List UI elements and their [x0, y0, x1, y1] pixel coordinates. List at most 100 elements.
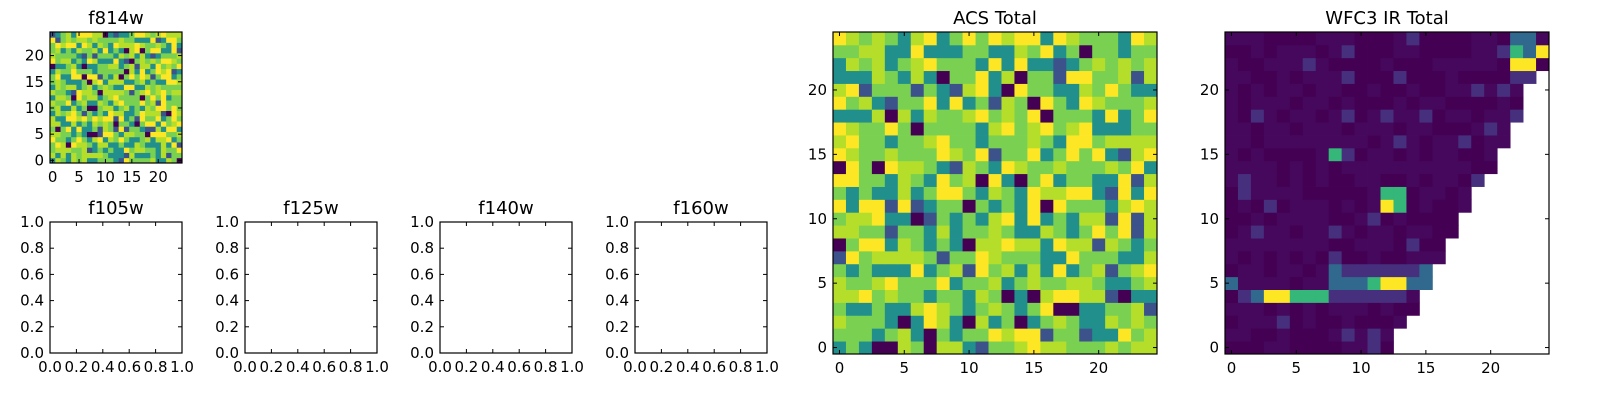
- heatmap-cell: [1250, 147, 1265, 162]
- heatmap-cell: [134, 126, 141, 132]
- heatmap-cell: [55, 115, 61, 122]
- heatmap-cell: [962, 57, 976, 72]
- heatmap-cell: [176, 121, 183, 127]
- heatmap-cell: [1276, 302, 1291, 316]
- heatmap-cell: [884, 341, 899, 355]
- heatmap-cell: [1354, 315, 1368, 329]
- heatmap-cell: [129, 37, 135, 43]
- heatmap-cell: [171, 42, 178, 49]
- heatmap-cell: [949, 160, 963, 175]
- heatmap-cell: [155, 115, 162, 122]
- heatmap-cell: [1289, 83, 1304, 97]
- heatmap-cell: [858, 328, 873, 342]
- heatmap-cell: [166, 47, 172, 54]
- heatmap-cell: [1263, 109, 1278, 123]
- heatmap-cell: [76, 63, 83, 70]
- heatmap-cell: [1118, 122, 1132, 136]
- heatmap-cell: [1079, 302, 1093, 316]
- heatmap-cell: [171, 157, 178, 164]
- heatmap-cell: [166, 63, 172, 70]
- heatmap-cell: [1144, 289, 1158, 303]
- heatmap-cell: [166, 94, 172, 101]
- heatmap-cell: [988, 109, 1002, 123]
- heatmap-cell: [134, 100, 141, 106]
- heatmap-cell: [145, 42, 151, 49]
- heatmap-cell: [92, 126, 98, 132]
- heatmap-cell: [858, 212, 873, 226]
- heatmap-cell: [1092, 238, 1106, 252]
- heatmap-cell: [1118, 186, 1132, 200]
- heatmap-cell: [1445, 147, 1459, 162]
- heatmap-cell: [1341, 328, 1355, 342]
- heatmap-cell: [139, 100, 146, 106]
- heatmap-cell: [884, 122, 899, 136]
- heatmap-cell: [1118, 276, 1132, 290]
- heatmap-cell: [81, 42, 88, 49]
- heatmap-cell: [910, 302, 925, 316]
- heatmap-cell: [1484, 83, 1498, 97]
- heatmap-cell: [92, 84, 98, 91]
- heatmap-cell: [1040, 238, 1054, 252]
- heatmap-cell: [1406, 96, 1420, 110]
- heatmap-cell: [108, 89, 114, 96]
- heatmap-cell: [97, 73, 104, 80]
- heatmap-cell: [1131, 263, 1145, 278]
- axes-frame-wfc3-ir-total: [1224, 31, 1550, 355]
- y-tick-label: 0.4: [20, 292, 44, 310]
- heatmap-cell: [1027, 225, 1041, 239]
- heatmap-cell: [1131, 302, 1145, 316]
- heatmap-cell: [81, 142, 88, 148]
- heatmap-cell: [150, 37, 156, 43]
- heatmap-cell: [71, 58, 77, 64]
- heatmap-cell: [65, 73, 72, 80]
- heatmap-cell: [139, 73, 146, 80]
- heatmap-cell: [1406, 57, 1420, 72]
- heatmap-cell: [1014, 57, 1028, 72]
- heatmap-cell: [81, 94, 88, 101]
- heatmap-cell: [1263, 263, 1278, 278]
- heatmap-cell: [1105, 289, 1119, 303]
- heatmap-cell: [139, 105, 146, 111]
- heatmap-cell: [139, 115, 146, 122]
- heatmap-cell: [1118, 147, 1132, 162]
- heatmap-cell: [97, 89, 104, 96]
- heatmap-cell: [845, 199, 860, 213]
- heatmap-cell: [86, 84, 93, 91]
- heatmap-cell: [60, 37, 67, 43]
- heatmap-cell: [1289, 328, 1304, 342]
- heatmap-cell: [92, 32, 98, 38]
- heatmap-cell: [1458, 122, 1472, 136]
- heatmap-cell: [171, 142, 178, 148]
- heatmap-cell: [1328, 44, 1343, 59]
- heatmap-cell: [97, 52, 104, 59]
- heatmap-cell: [1079, 70, 1093, 84]
- heatmap-cell: [833, 238, 847, 252]
- heatmap-cell: [55, 47, 61, 54]
- heatmap-cell: [1354, 238, 1368, 252]
- heatmap-cell: [118, 126, 125, 132]
- heatmap-cell: [108, 58, 114, 64]
- heatmap-cell: [139, 58, 146, 64]
- heatmap-cell: [1341, 83, 1355, 97]
- heatmap-cell: [171, 105, 178, 111]
- heatmap-cell: [1406, 44, 1420, 59]
- heatmap-cell: [1458, 160, 1472, 175]
- heatmap-cell: [1027, 238, 1041, 252]
- heatmap-cell: [1276, 57, 1291, 72]
- heatmap-cell: [118, 131, 125, 138]
- heatmap-cell: [55, 110, 61, 117]
- heatmap-cell: [988, 328, 1002, 342]
- heatmap-cell: [129, 142, 135, 148]
- heatmap-cell: [1144, 199, 1158, 213]
- y-tick-label: 0.6: [20, 265, 44, 283]
- heatmap-cell: [108, 37, 114, 43]
- heatmap-cell: [176, 42, 183, 49]
- heatmap-cell: [1014, 173, 1028, 187]
- heatmap-cell: [71, 52, 77, 59]
- heatmap-cell: [1250, 212, 1265, 226]
- heatmap-cell: [1237, 109, 1252, 123]
- heatmap-cell: [145, 89, 151, 96]
- heatmap-cell: [76, 105, 83, 111]
- heatmap-cell: [1484, 32, 1498, 46]
- heatmap-cell: [988, 160, 1002, 175]
